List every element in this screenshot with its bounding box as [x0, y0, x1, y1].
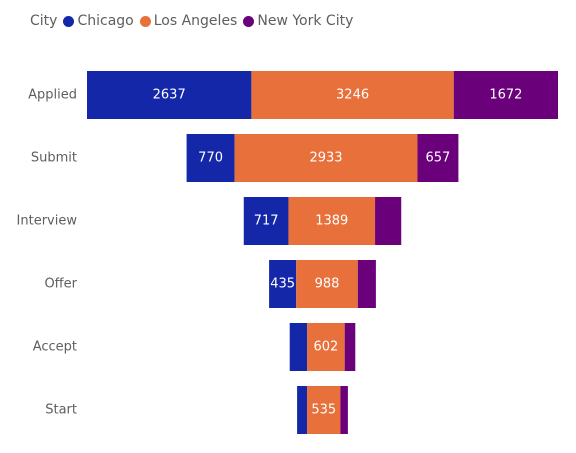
- data-label-interview-chicago: 717: [254, 214, 279, 229]
- data-label-submit-los-angeles: 2933: [309, 151, 342, 166]
- category-label-applied: Applied: [28, 88, 77, 103]
- bar-offer-new-york-city[interactable]: [358, 260, 376, 308]
- data-label-applied-chicago: 2637: [153, 88, 186, 103]
- data-label-applied-new-york-city: 1672: [489, 88, 522, 103]
- category-label-offer: Offer: [44, 277, 77, 292]
- data-label-submit-chicago: 770: [198, 151, 223, 166]
- data-label-start-los-angeles: 535: [311, 403, 336, 418]
- data-label-accept-los-angeles: 602: [314, 340, 339, 355]
- category-label-interview: Interview: [17, 214, 78, 229]
- category-label-start: Start: [45, 403, 77, 418]
- bar-accept-new-york-city[interactable]: [345, 323, 356, 371]
- data-label-interview-los-angeles: 1389: [315, 214, 348, 229]
- data-label-offer-los-angeles: 988: [315, 277, 340, 292]
- bar-accept-chicago[interactable]: [290, 323, 307, 371]
- data-label-applied-los-angeles: 3246: [336, 88, 369, 103]
- bar-interview-new-york-city[interactable]: [375, 197, 401, 245]
- data-label-offer-chicago: 435: [270, 277, 295, 292]
- data-label-submit-new-york-city: 657: [426, 151, 451, 166]
- category-label-submit: Submit: [31, 151, 77, 166]
- category-label-accept: Accept: [33, 340, 77, 355]
- bar-start-chicago[interactable]: [297, 386, 307, 434]
- bar-start-new-york-city[interactable]: [340, 386, 347, 434]
